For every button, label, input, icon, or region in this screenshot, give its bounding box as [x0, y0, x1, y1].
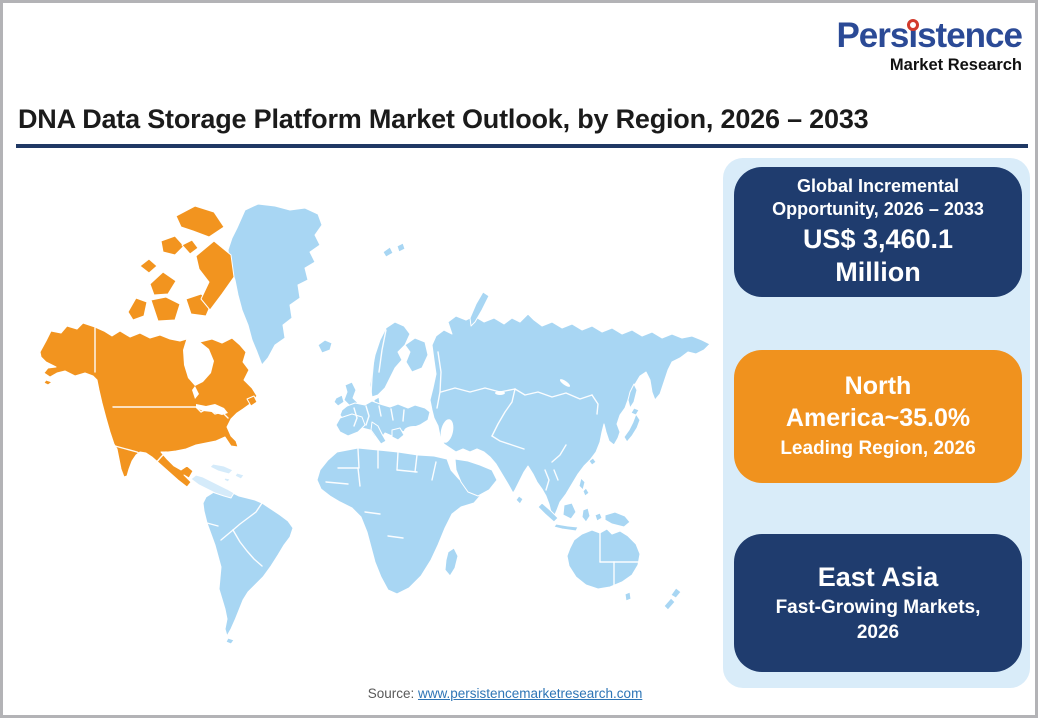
source-label: Source: — [367, 686, 415, 701]
stat-card-global-opportunity: Global Incremental Opportunity, 2026 – 2… — [734, 167, 1022, 297]
card-heading: East Asia — [817, 561, 939, 592]
card-subheading: Leading Region, 2026 — [780, 437, 976, 459]
card-subheading: Fast-Growing Markets, 2026 — [775, 597, 981, 643]
map-region-north-america — [39, 205, 258, 488]
page-title: DNA Data Storage Platform Market Outlook… — [18, 104, 869, 134]
source-note: Source: www.persistencemarketresearch.co… — [290, 686, 720, 701]
sidebar-panel: Global Incremental Opportunity, 2026 – 2… — [723, 158, 1030, 688]
map-country-borders — [206, 329, 640, 588]
brand-logo: Persı stence Market Research — [836, 16, 1023, 75]
card-value: US$ 3,460.1 Million — [802, 224, 954, 288]
map-water-details — [404, 379, 571, 443]
logo-i-dot-icon — [906, 19, 919, 31]
source-link[interactable]: www.persistencemarketresearch.com — [417, 686, 643, 701]
stat-card-fast-growing: East Asia Fast-Growing Markets, 2026 — [734, 534, 1022, 672]
title-underline — [16, 144, 1028, 148]
card-heading: Global Incremental Opportunity, 2026 – 2… — [772, 176, 984, 220]
brand-tagline: Market Research — [889, 55, 1022, 74]
brand-wordmark: Persı stence — [836, 16, 1023, 55]
stat-card-leading-region: North America~35.0% Leading Region, 2026 — [734, 350, 1022, 483]
map-region-rest-of-world — [190, 203, 711, 645]
card-heading: North America~35.0% — [785, 372, 971, 432]
